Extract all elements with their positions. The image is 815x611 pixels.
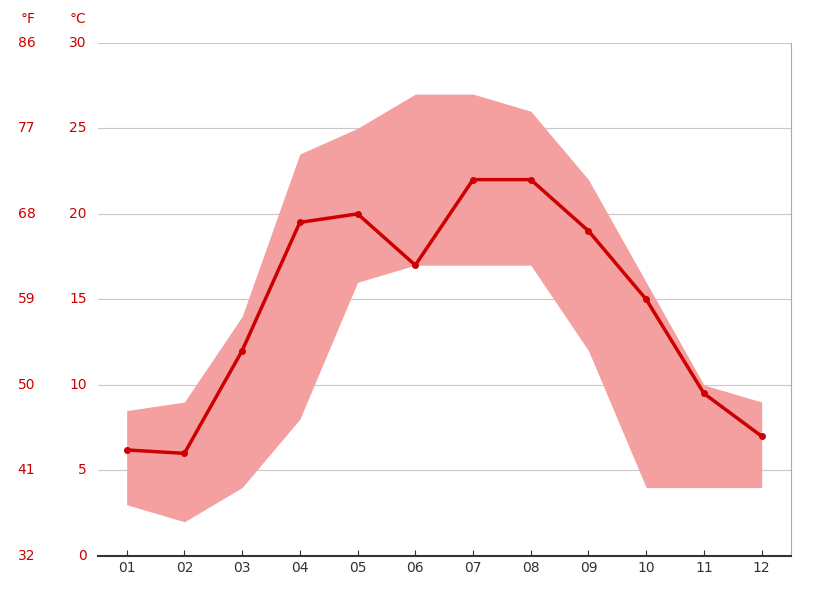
Text: 86: 86: [18, 36, 35, 49]
Text: 10: 10: [69, 378, 86, 392]
Text: °C: °C: [70, 12, 86, 26]
Text: 20: 20: [69, 207, 86, 221]
Text: 0: 0: [78, 549, 86, 563]
Text: 59: 59: [18, 293, 35, 306]
Text: 77: 77: [18, 122, 35, 135]
Text: 30: 30: [69, 36, 86, 49]
Text: 50: 50: [18, 378, 35, 392]
Text: 25: 25: [69, 122, 86, 135]
Text: 68: 68: [18, 207, 35, 221]
Text: 32: 32: [18, 549, 35, 563]
Text: 41: 41: [18, 464, 35, 477]
Text: 15: 15: [69, 293, 86, 306]
Text: °F: °F: [20, 12, 35, 26]
Text: 5: 5: [78, 464, 86, 477]
